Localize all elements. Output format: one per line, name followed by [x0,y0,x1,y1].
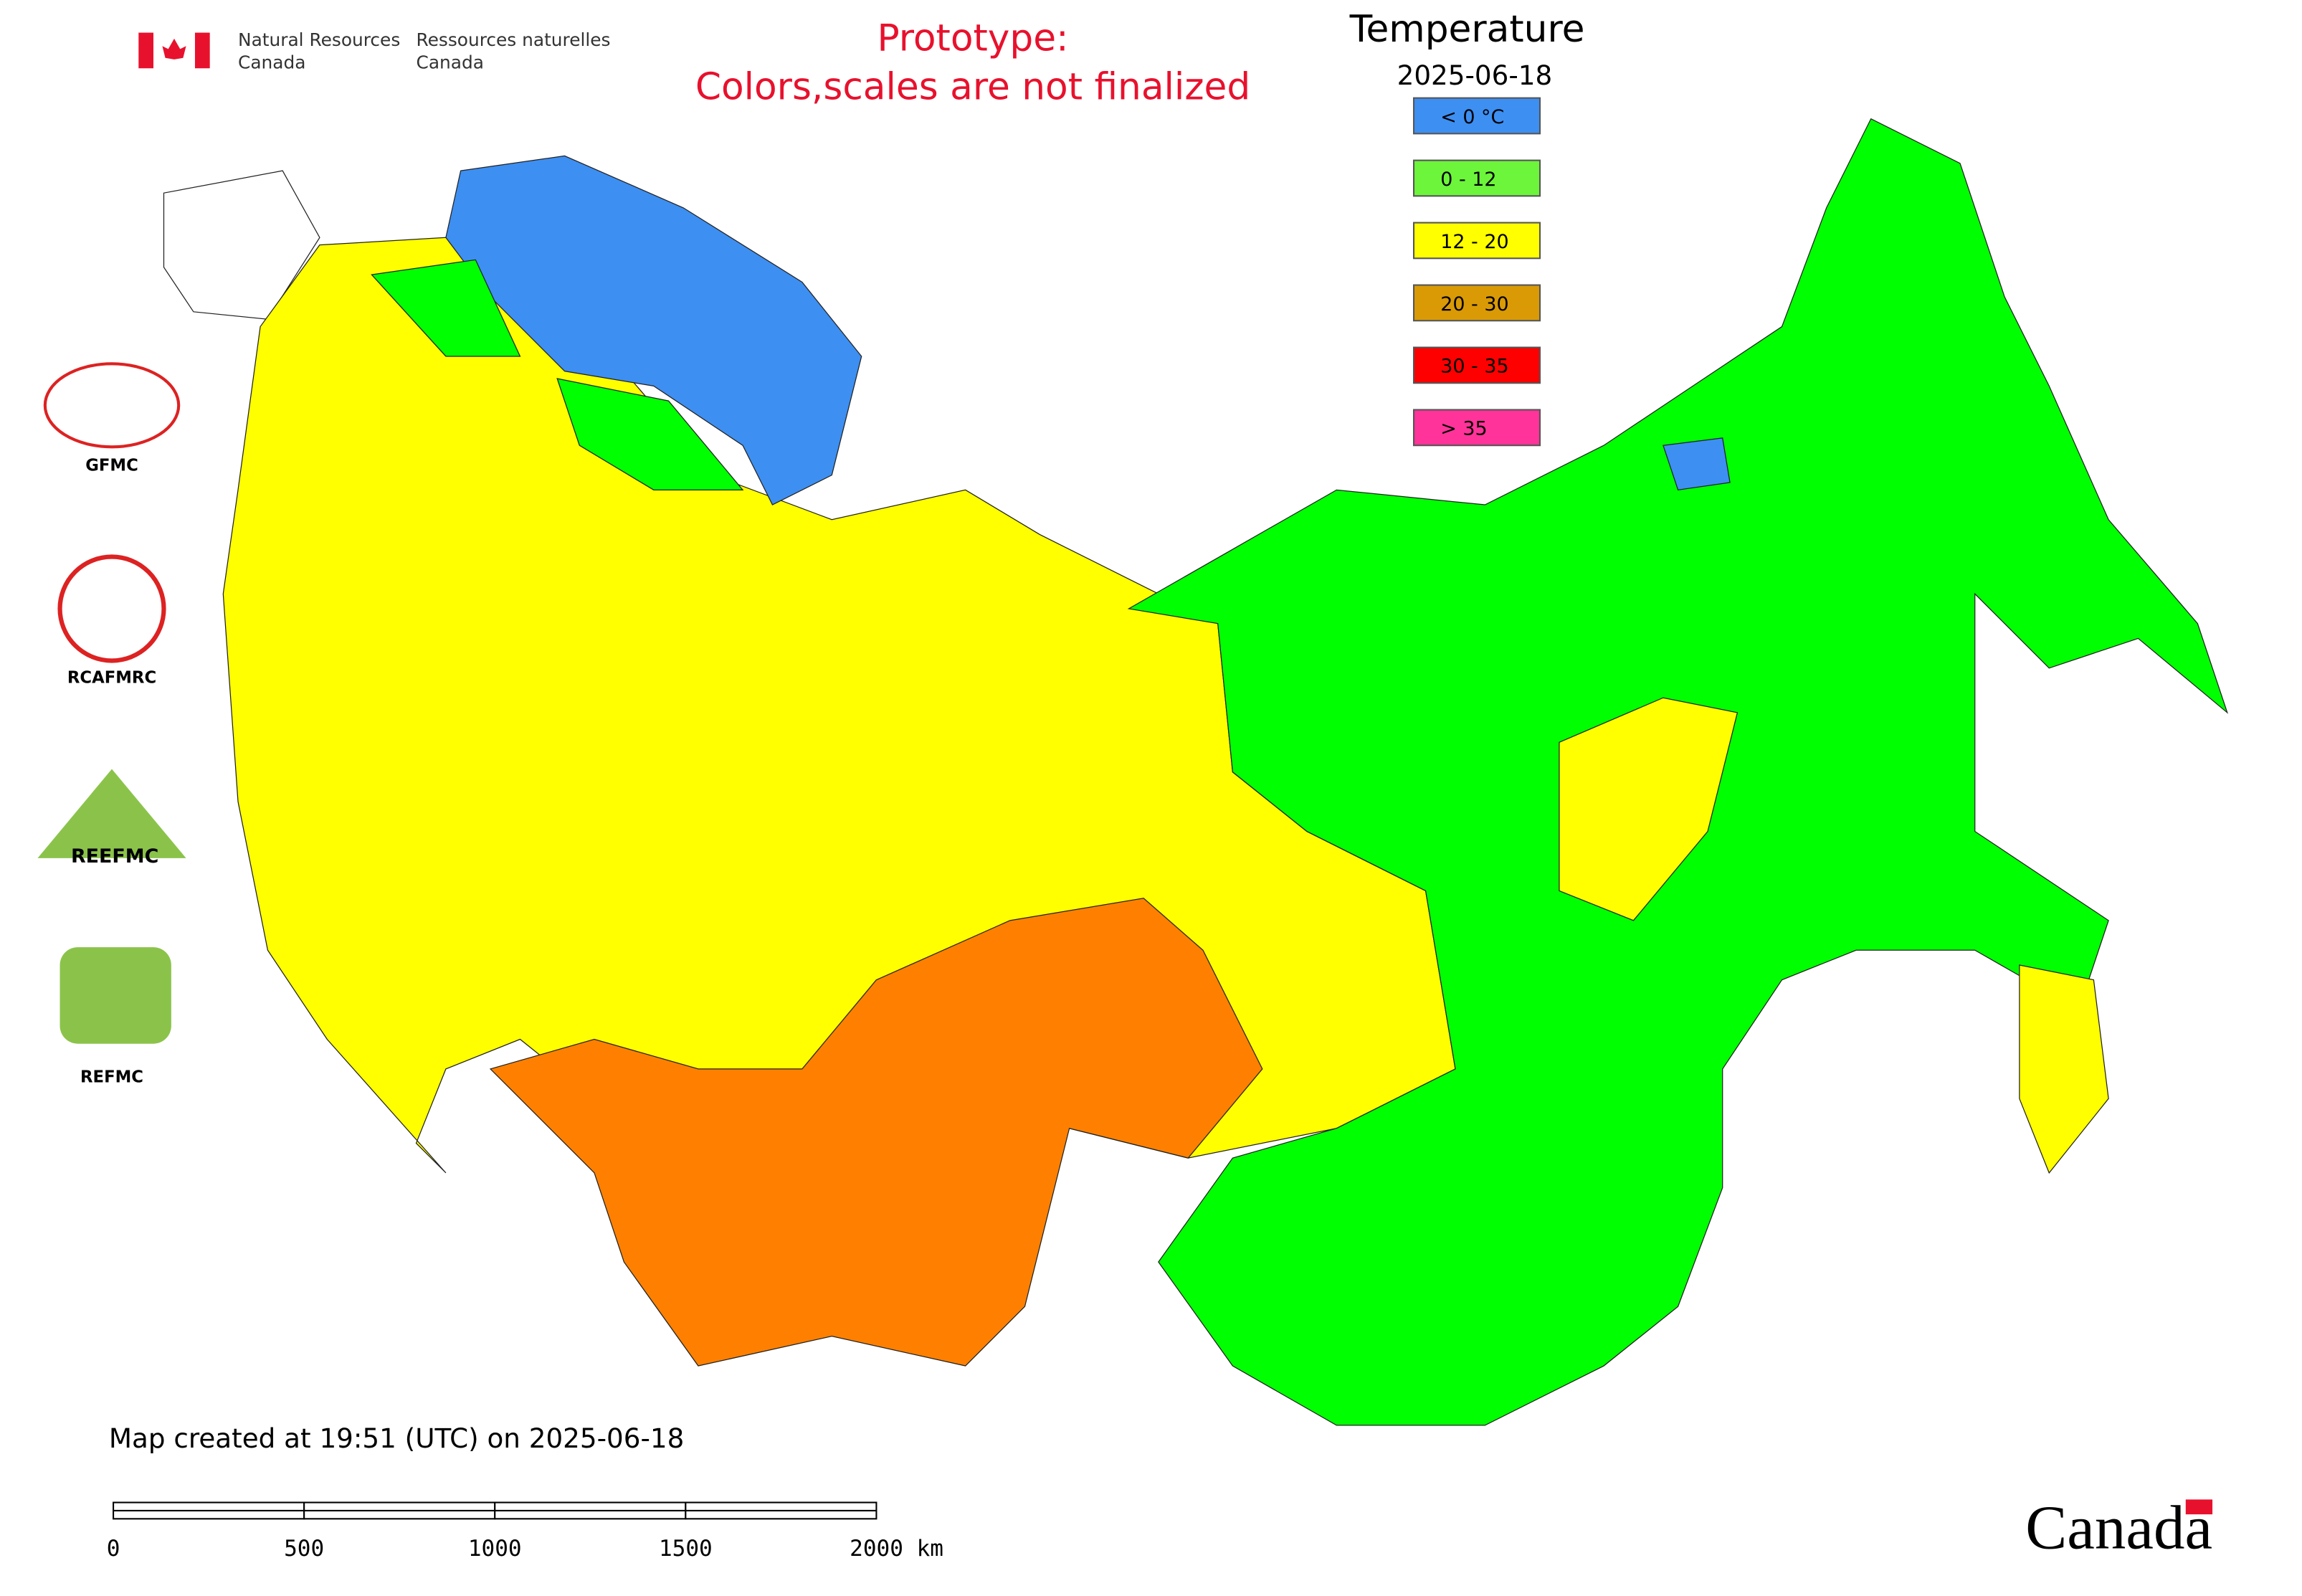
dept-en: Canada [238,52,305,72]
legend-label: < 0 °C [1440,106,1504,128]
legend: < 0 °C 0 - 12 12 - 20 20 - 30 30 - 35 > 35 [1412,97,1541,447]
legend-swatch [1412,222,1541,260]
legend-label: 20 - 30 [1440,293,1508,315]
legend-swatch [1412,409,1541,447]
logo-label: REEFMC [71,845,158,868]
scale-label: 1000 [468,1536,522,1562]
created-note: Map created at 19:51 (UTC) on 2025-06-18 [109,1422,684,1454]
legend-label: > 35 [1440,418,1487,440]
scale-label: 0 [107,1536,120,1562]
dept-fr: Ressources naturelles [417,29,611,50]
scale-label: 2000 km [850,1536,943,1562]
canada-wordmark: Canada [2025,1493,2212,1562]
legend-label: 0 - 12 [1440,168,1496,191]
logo-label: REFMC [80,1068,143,1087]
legend-swatch [1412,346,1541,384]
map-area [163,118,2229,1426]
legend-swatch [1412,97,1541,135]
logo-label: RCAFMRC [67,669,156,688]
dept-en: Natural Resources [238,29,400,50]
flag-logo [138,32,210,69]
legend-date: 2025-06-18 [1397,60,1553,91]
legend-label: 12 - 20 [1440,231,1508,253]
logos [37,362,186,1044]
legend-swatch [1412,284,1541,322]
logo-label: GFMC [85,456,138,475]
wordmark-flag [2185,1499,2213,1515]
notice: Colors,scales are not finalized [695,66,1250,109]
scale-label: 500 [284,1536,324,1562]
legend-label: 30 - 35 [1440,356,1508,378]
scale-label: 1500 [659,1536,713,1562]
dept-fr: Canada [417,52,484,72]
legend-swatch [1412,159,1541,197]
scale-bar: 0 500 1000 1500 2000 km [107,1501,943,1562]
notice: Prototype: [877,16,1068,60]
legend-title: Temperature [1349,8,1585,51]
